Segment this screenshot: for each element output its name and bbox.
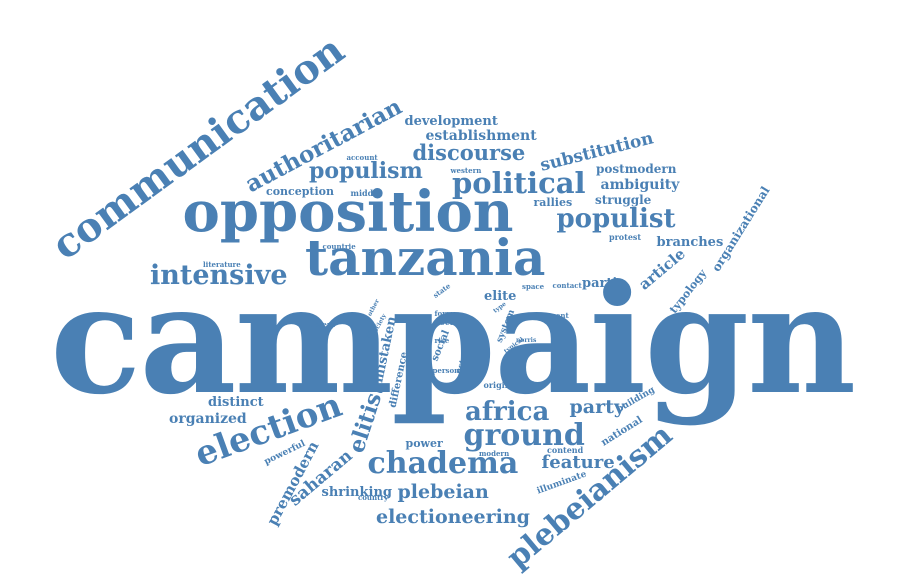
word-origin: origin (483, 380, 511, 390)
word-western: western (450, 165, 482, 175)
word-intensive: intensive (150, 259, 288, 291)
word-organized: organized (169, 411, 247, 427)
word-tanzania: tanzania (305, 228, 546, 287)
word-recent: recent (543, 310, 569, 320)
word-country: country (358, 492, 389, 502)
word-chadema: chadema (367, 446, 519, 481)
word-rise: rise (434, 335, 450, 345)
word-form: form (434, 308, 454, 318)
word-ground: ground (463, 418, 585, 453)
word-branches: branches (656, 234, 724, 250)
word-norris: norris (516, 337, 537, 344)
word-protest: protest (609, 232, 642, 242)
word-africa: africa (465, 397, 550, 427)
word-electioneering: electioneering (376, 505, 530, 528)
word-feature: feature (541, 452, 615, 473)
word-local: local (436, 317, 458, 327)
word-rallies: rallies (533, 195, 573, 209)
word-distinct: distinct (208, 394, 264, 410)
word-plebeian: plebeian (397, 480, 489, 503)
word-person: person (432, 365, 460, 375)
word-partie: partie (582, 275, 626, 291)
word-establishment: establishment (425, 128, 537, 144)
word-shrinking: shrinking (321, 484, 393, 500)
word-discourse: discourse (412, 139, 526, 165)
word-middle: middle (350, 188, 382, 198)
word-modern: modern (479, 448, 510, 458)
word-absent: absent (309, 319, 336, 329)
word-opposition: opposition (182, 179, 514, 245)
word-political: political (452, 165, 586, 200)
word-populism: populism (309, 158, 423, 184)
word-power: power (405, 436, 443, 450)
word-contend: contend (547, 445, 584, 455)
word-elite: elite (484, 288, 517, 304)
word-contact: contact (552, 280, 582, 290)
word-campaign: campaign (50, 252, 856, 428)
word-struggle: struggle (595, 193, 652, 207)
word-literature: literature (203, 259, 241, 269)
word-development: development (404, 113, 498, 129)
word-populist: populist (556, 204, 676, 234)
word-postmodern: postmodern (596, 162, 677, 176)
word-space: space (522, 281, 545, 291)
word-party: party (569, 395, 625, 418)
word-account: account (346, 152, 378, 162)
word-ambiguity: ambiguity (600, 177, 680, 193)
word-conception: conception (266, 184, 335, 198)
word-countrie: countrie (322, 241, 356, 251)
